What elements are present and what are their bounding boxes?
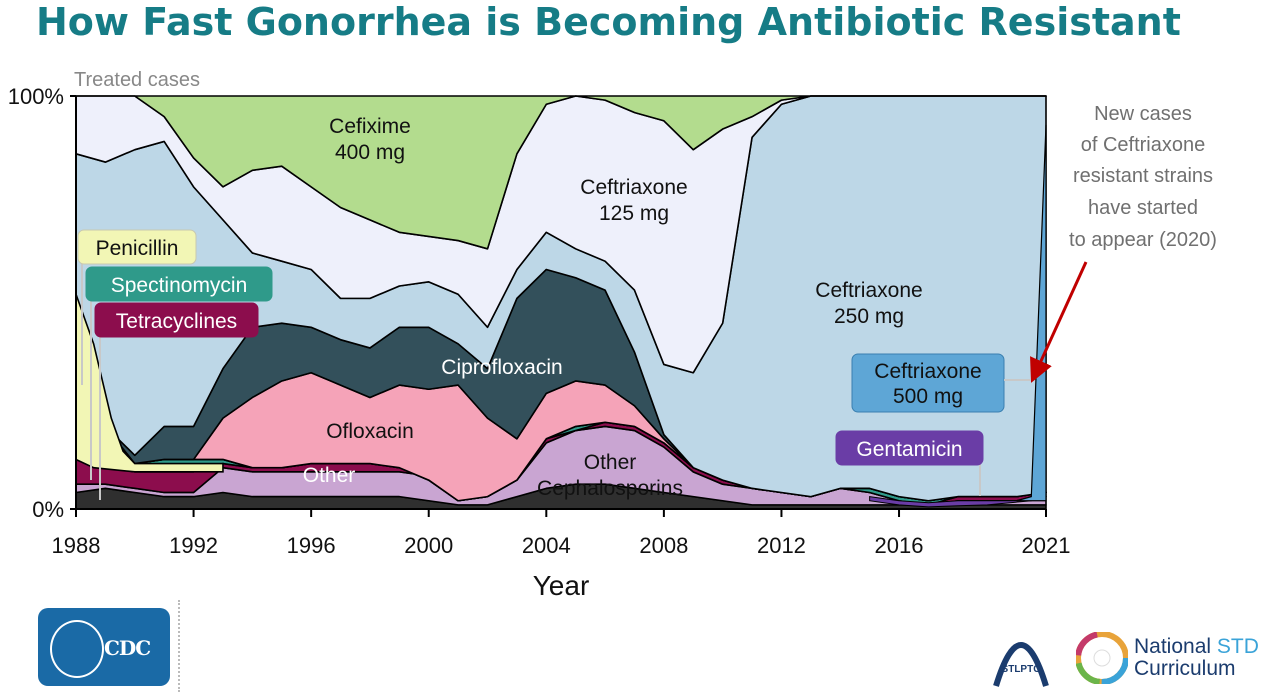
page-title: How Fast Gonorrhea is Becoming Antibioti… bbox=[36, 0, 1181, 44]
label-cefixime-line1: Cefixime bbox=[329, 115, 411, 138]
label-other-cephalosporins-line1: Other bbox=[584, 451, 637, 474]
annotation-line-1: New cases bbox=[1094, 103, 1192, 125]
x-tick-label-2004: 2004 bbox=[522, 533, 571, 558]
label-ceftriaxone250-line2: 250 mg bbox=[834, 305, 904, 328]
y-tick-label-100: 100% bbox=[8, 84, 64, 109]
callout-tetracyclines bbox=[94, 302, 259, 338]
stlptc-text: STLPTC bbox=[1002, 664, 1041, 675]
annotation-line-4: have started bbox=[1088, 197, 1198, 219]
x-tick-label-2021: 2021 bbox=[1022, 533, 1071, 558]
label-other: Other bbox=[303, 464, 356, 487]
label-ciprofloxacin: Ciprofloxacin bbox=[441, 356, 562, 379]
area-cefixime-400 bbox=[75, 95, 1047, 250]
label-ceftriaxone250-line1: Ceftriaxone bbox=[815, 279, 922, 302]
callout-penicillin bbox=[77, 229, 197, 265]
callout-spectinomycin bbox=[85, 266, 273, 302]
y-tick-label-0: 0% bbox=[32, 497, 64, 522]
label-ofloxacin: Ofloxacin bbox=[326, 420, 414, 443]
callout-penicillin-text: Penicillin bbox=[96, 237, 179, 260]
hhs-eagle-icon bbox=[50, 620, 104, 678]
callout-spectinomycin-text: Spectinomycin bbox=[111, 274, 248, 297]
plot-frame bbox=[70, 95, 1046, 515]
annotation-line-2: of Ceftriaxone bbox=[1081, 134, 1206, 156]
x-tick-label-2012: 2012 bbox=[757, 533, 806, 558]
area-ceftriaxone-500 bbox=[1016, 124, 1047, 502]
logo-separator bbox=[178, 600, 180, 692]
gateway-arch-icon bbox=[993, 642, 1049, 687]
cdc-logo: CDC bbox=[38, 608, 170, 686]
y-axis-title: Treated cases bbox=[74, 69, 200, 91]
area-labels: Cefixime 400 mg Ceftriaxone 125 mg Ceftriaxo… bbox=[303, 115, 923, 500]
x-tick-label-2008: 2008 bbox=[639, 533, 688, 558]
label-other-cephalosporins-line2: Cephalosporins bbox=[537, 477, 683, 500]
x-tick-label-1988: 1988 bbox=[52, 533, 101, 558]
area-penicillin-wedge bbox=[75, 293, 224, 473]
x-tick-label-1992: 1992 bbox=[169, 533, 218, 558]
label-ceftriaxone125-line1: Ceftriaxone bbox=[580, 176, 687, 199]
stlptc-logo: STLPTC bbox=[993, 642, 1049, 687]
x-tick-label-1996: 1996 bbox=[287, 533, 336, 558]
annotation-arrow bbox=[1030, 261, 1088, 383]
x-tick-label-2016: 2016 bbox=[875, 533, 924, 558]
callout-ceftriaxone500-line1: Ceftriaxone bbox=[874, 360, 981, 383]
callout-ceftriaxone500 bbox=[851, 353, 1005, 413]
nstd-wheel-icon bbox=[1075, 631, 1129, 685]
callout-tetracyclines-text: Tetracyclines bbox=[116, 310, 237, 333]
annotation-line-3: resistant strains bbox=[1073, 165, 1213, 187]
callout-gentamicin bbox=[835, 430, 984, 466]
nstd-logo: National STD Curriculum bbox=[1075, 631, 1280, 692]
label-ceftriaxone125-line2: 125 mg bbox=[599, 202, 669, 225]
label-cefixime-line2: 400 mg bbox=[335, 141, 405, 164]
axis-ticks: Treated cases 100% 0% 1988 1992 1996 2000 2004 2… bbox=[8, 69, 1071, 601]
annotation-line-5: to appear (2020) bbox=[1069, 229, 1217, 251]
nstd-text: National STD Curriculum bbox=[1134, 635, 1259, 680]
callouts: Penicillin Spectinomycin Tetracyclines Gent… bbox=[77, 103, 1217, 500]
callout-ceftriaxone500-line2: 500 mg bbox=[893, 385, 963, 408]
chart-areas bbox=[75, 95, 1047, 510]
x-axis-title: Year bbox=[533, 570, 590, 601]
callout-gentamicin-text: Gentamicin bbox=[856, 438, 962, 461]
x-tick-label-2000: 2000 bbox=[404, 533, 453, 558]
cdc-logo-text: CDC bbox=[104, 636, 151, 660]
